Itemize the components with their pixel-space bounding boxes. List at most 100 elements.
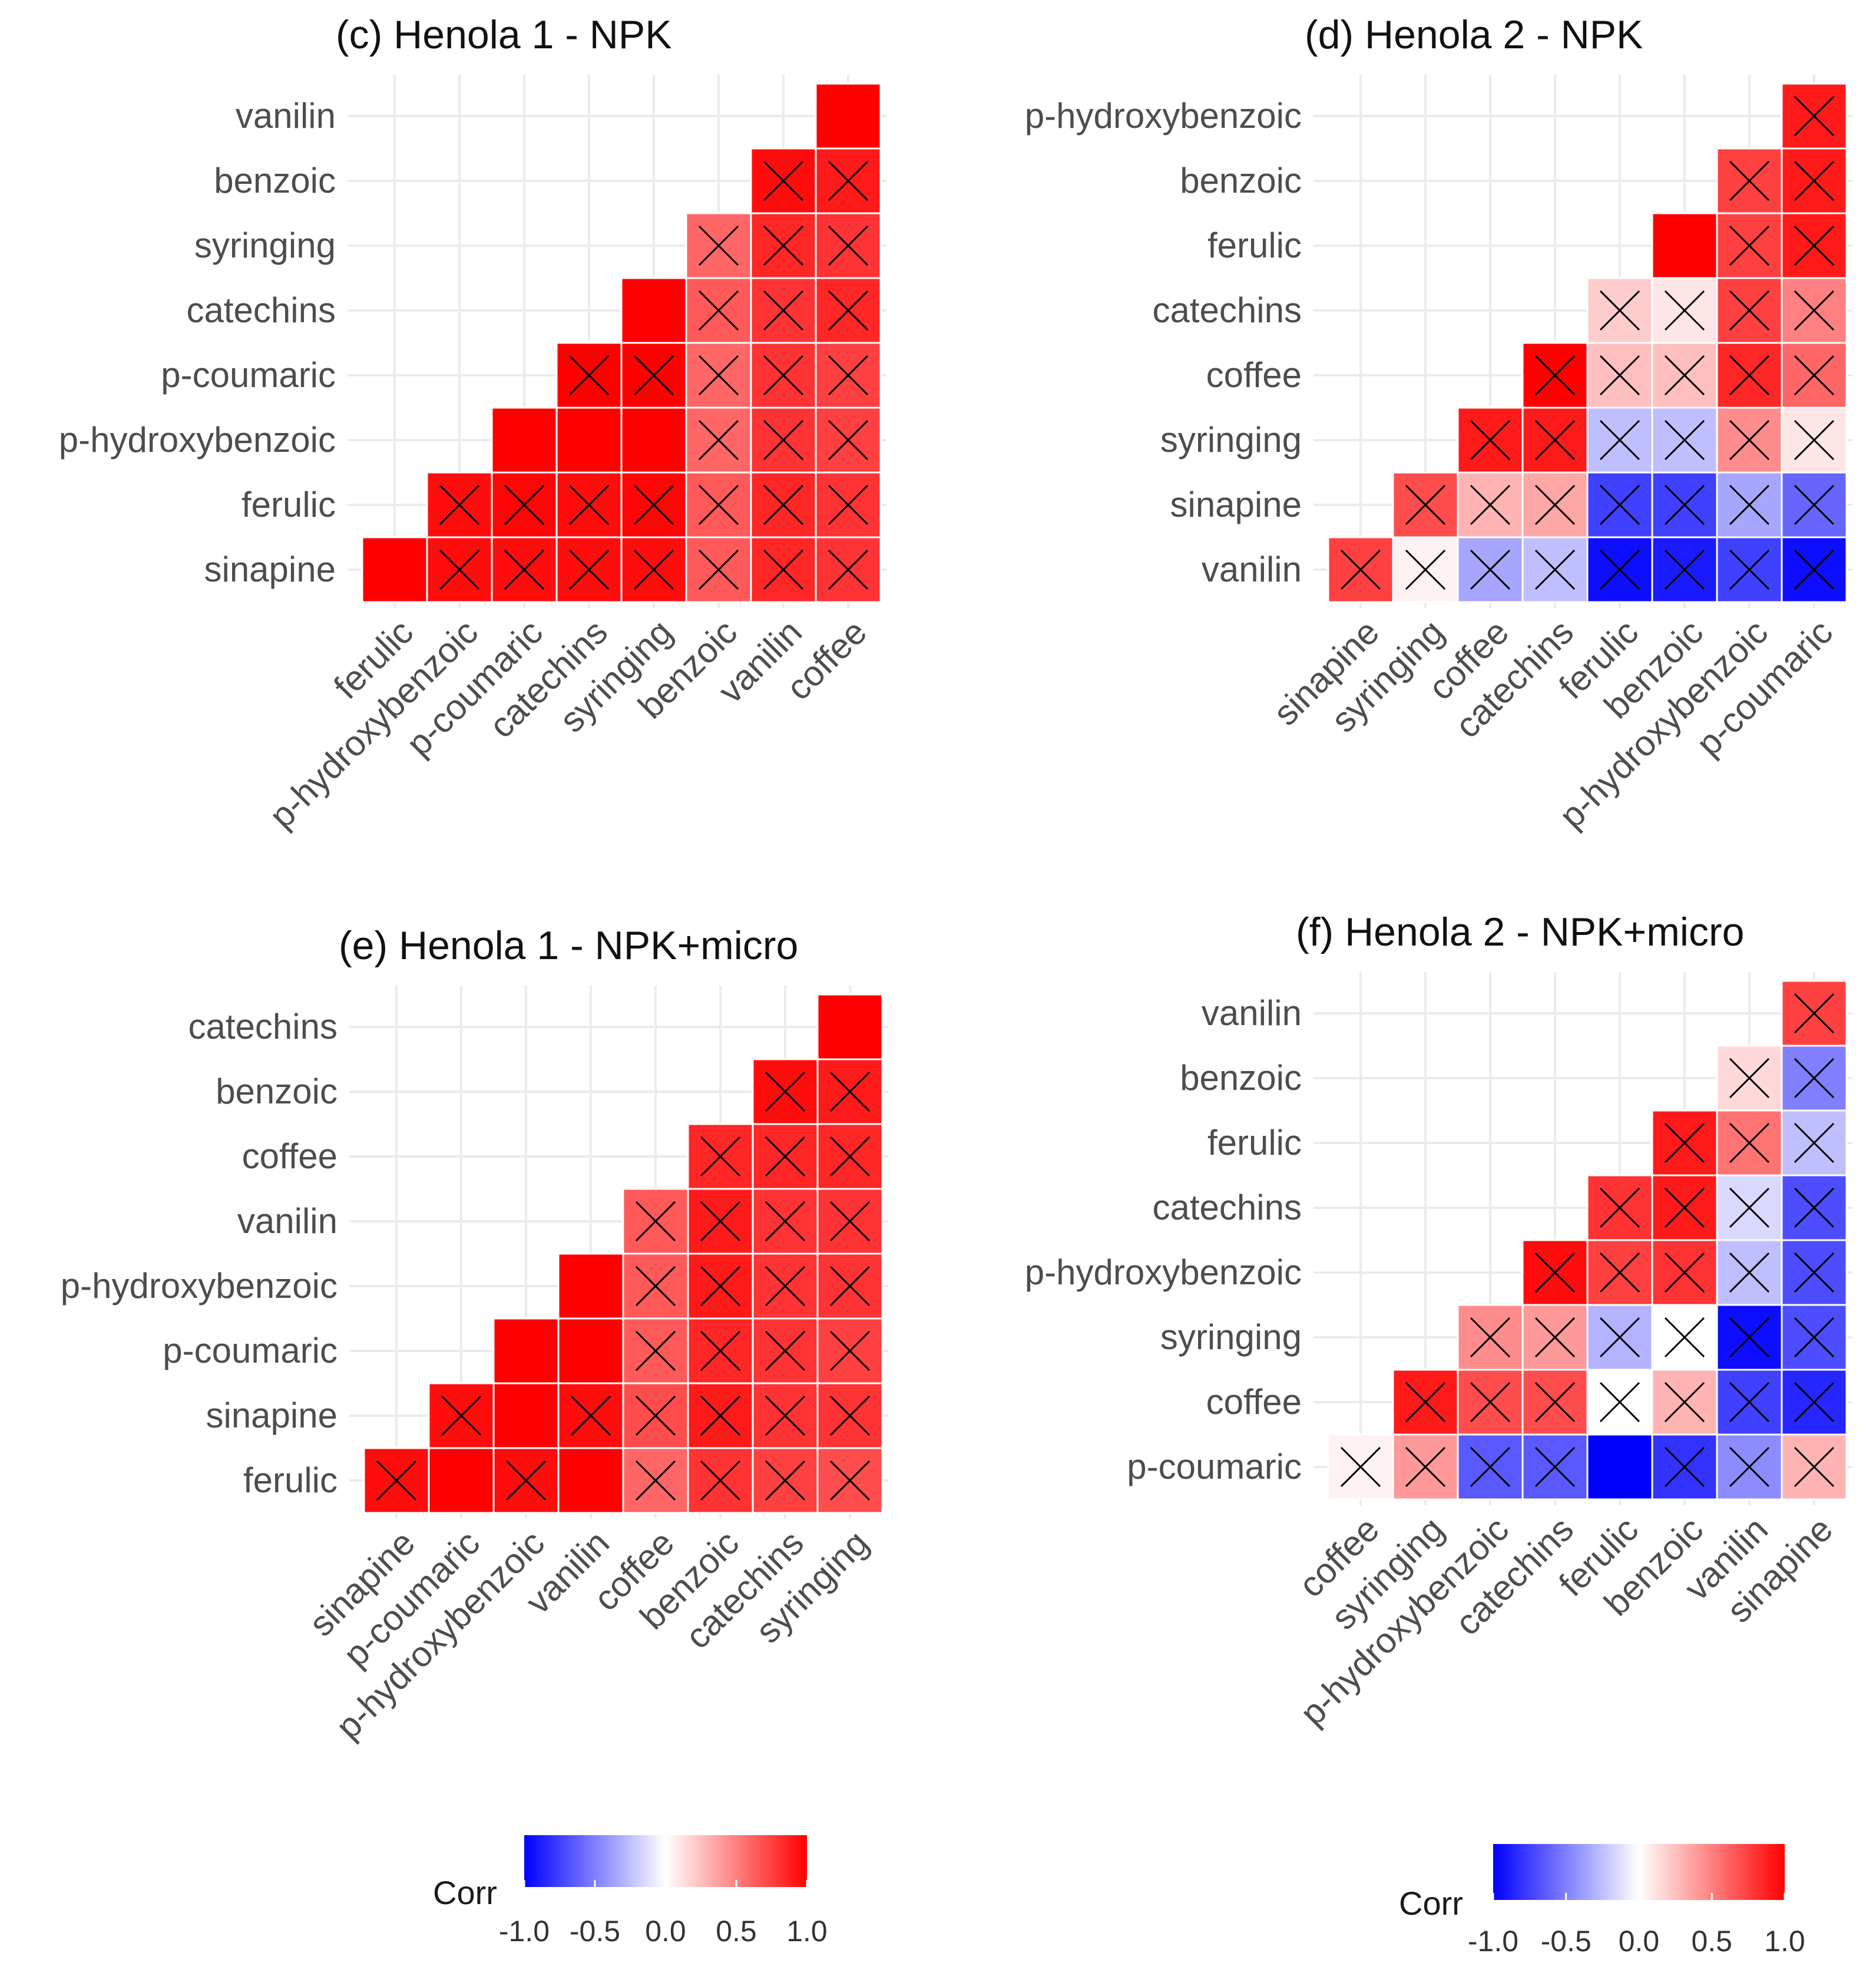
non-significant-cross-mark <box>828 225 869 266</box>
non-significant-cross-mark <box>765 1330 806 1372</box>
y-tick-label: p-coumaric <box>163 1331 338 1370</box>
non-significant-cross-mark <box>1729 1122 1770 1164</box>
non-significant-cross-mark <box>828 549 869 590</box>
y-tick-label: vanilin <box>237 1201 338 1241</box>
non-significant-cross-mark <box>1794 95 1835 137</box>
non-significant-cross-mark <box>1794 225 1835 266</box>
non-significant-cross-mark <box>763 419 804 461</box>
legend-tick-label: -0.5 <box>570 1915 620 1948</box>
y-tick-label: p-hydroxybenzoic <box>61 1266 338 1306</box>
non-significant-cross-mark <box>1405 484 1446 526</box>
y-tick-label: coffee <box>1206 355 1302 395</box>
non-significant-cross-mark <box>441 1395 482 1436</box>
non-significant-cross-mark <box>1729 225 1770 266</box>
y-tick-label: benzoic <box>214 161 336 200</box>
non-significant-cross-mark <box>1470 549 1511 590</box>
non-significant-cross-mark <box>1729 1057 1770 1099</box>
non-significant-cross-mark <box>828 355 869 396</box>
non-significant-cross-mark <box>1599 419 1640 461</box>
y-tick-label: vanilin <box>1202 993 1302 1033</box>
heatmap-cell <box>1781 1433 1848 1501</box>
non-significant-cross-mark <box>1664 355 1705 396</box>
non-significant-cross-mark <box>568 484 610 526</box>
non-significant-cross-mark <box>1729 1317 1770 1358</box>
non-significant-cross-mark <box>1664 1187 1705 1228</box>
y-tick-label: p-coumaric <box>1127 1447 1302 1486</box>
non-significant-cross-mark <box>1794 1187 1835 1228</box>
non-significant-cross-mark <box>700 1136 741 1177</box>
legend-colorbar <box>1493 1844 1785 1900</box>
non-significant-cross-mark <box>700 1395 741 1436</box>
heatmap-cell <box>557 1253 624 1320</box>
non-significant-cross-mark <box>1794 355 1835 396</box>
non-significant-cross-mark <box>1664 1382 1705 1423</box>
non-significant-cross-mark <box>698 484 739 526</box>
non-significant-cross-mark <box>828 160 869 201</box>
heatmap-cell <box>622 1317 689 1384</box>
non-significant-cross-mark <box>1664 290 1705 331</box>
heatmap-cell <box>492 1382 560 1449</box>
heatmap-cell <box>428 1447 495 1514</box>
non-significant-cross-mark <box>700 1265 741 1307</box>
legend-colorbar <box>524 1835 807 1887</box>
non-significant-cross-mark <box>635 1460 676 1501</box>
legend-tick-label: -1.0 <box>499 1915 550 1948</box>
non-significant-cross-mark <box>568 355 610 396</box>
non-significant-cross-mark <box>1794 160 1835 201</box>
y-tick-label: syringing <box>1160 420 1302 460</box>
y-tick-label: p-hydroxybenzoic <box>59 420 336 460</box>
non-significant-cross-mark <box>1794 419 1835 461</box>
legend-title: Corr <box>1399 1885 1463 1922</box>
non-significant-cross-mark <box>439 484 480 526</box>
y-tick-label: vanilin <box>236 96 336 136</box>
non-significant-cross-mark <box>1729 419 1770 461</box>
non-significant-cross-mark <box>1729 160 1770 201</box>
non-significant-cross-mark <box>1729 1382 1770 1423</box>
non-significant-cross-mark <box>504 484 545 526</box>
legend-tick-label: 1.0 <box>1764 1925 1805 1958</box>
non-significant-cross-mark <box>505 1460 547 1501</box>
heatmap-cell <box>557 1317 624 1384</box>
non-significant-cross-mark <box>1340 549 1381 590</box>
heatmap-cell <box>555 407 623 474</box>
non-significant-cross-mark <box>1470 1446 1511 1488</box>
non-significant-cross-mark <box>698 225 739 266</box>
legend-tick-label: 0.5 <box>1691 1925 1732 1958</box>
non-significant-cross-mark <box>1534 419 1576 461</box>
non-significant-cross-mark <box>1729 484 1770 526</box>
heatmap-cell <box>1586 1433 1653 1501</box>
heatmap-panel-2: (d) Henola 2 - NPK vanilin sinapine syringi… <box>1025 12 1852 836</box>
non-significant-cross-mark <box>570 1395 611 1436</box>
non-significant-cross-mark <box>828 290 869 331</box>
non-significant-cross-mark <box>765 1395 806 1436</box>
non-significant-cross-mark <box>829 1460 871 1501</box>
non-significant-cross-mark <box>1534 484 1576 526</box>
non-significant-cross-mark <box>1534 1382 1576 1423</box>
panel-title: (d) Henola 2 - NPK <box>1305 12 1643 57</box>
non-significant-cross-mark <box>633 355 674 396</box>
non-significant-cross-mark <box>1599 290 1640 331</box>
y-tick-label: sinapine <box>204 550 336 589</box>
heatmap-panel-4: (f) Henola 2 - NPK+micro p-coumaric coffee… <box>1025 910 1852 1733</box>
heatmap-cell <box>816 993 884 1060</box>
non-significant-cross-mark <box>1470 419 1511 461</box>
non-significant-cross-mark <box>635 1265 676 1307</box>
heatmap-cell <box>491 407 558 474</box>
non-significant-cross-mark <box>829 1071 871 1112</box>
y-tick-label: benzoic <box>1180 1058 1302 1098</box>
non-significant-cross-mark <box>765 1460 806 1501</box>
non-significant-cross-mark <box>1470 1382 1511 1423</box>
y-tick-label: ferulic <box>1207 1123 1302 1162</box>
legend-tick-label: -1.0 <box>1468 1925 1518 1958</box>
non-significant-cross-mark <box>1664 484 1705 526</box>
legend-title: Corr <box>433 1874 497 1911</box>
heatmap-cell <box>492 1317 560 1384</box>
non-significant-cross-mark <box>1729 355 1770 396</box>
non-significant-cross-mark <box>1405 1446 1446 1488</box>
non-significant-cross-mark <box>763 355 804 396</box>
heatmap-cell <box>557 1447 624 1514</box>
non-significant-cross-mark <box>1729 1187 1770 1228</box>
heatmap-cell <box>815 82 882 150</box>
non-significant-cross-mark <box>1794 1317 1835 1358</box>
non-significant-cross-mark <box>633 484 674 526</box>
